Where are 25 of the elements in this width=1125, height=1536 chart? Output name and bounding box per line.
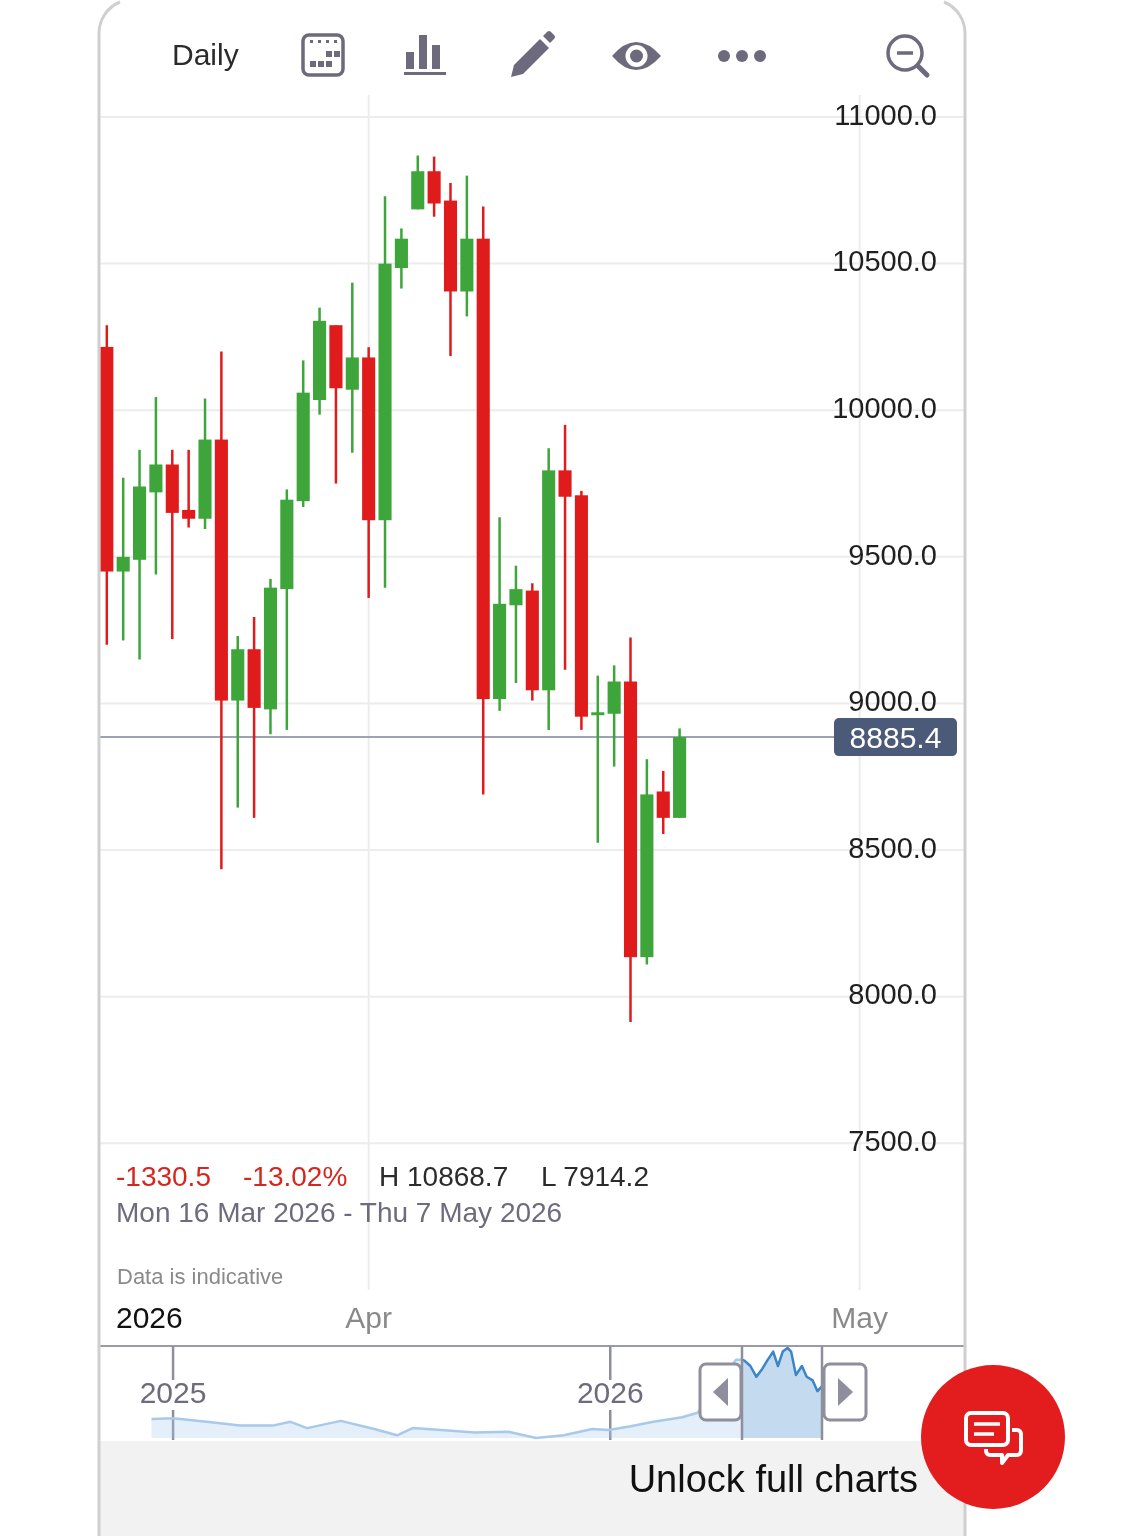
ref-line-label: 8885.4 [849,720,942,754]
y-tick-label: 10500.0 [832,245,937,278]
text: Unlock full charts [628,1458,918,1501]
candlestick [509,564,523,685]
text: Daily [172,37,239,71]
y-tick-label: 8500.0 [848,831,937,864]
x-tick-label: May [831,1300,888,1334]
annotation: Mon 16 Mar 2026 - Thu 7 May 2026 [116,1197,563,1229]
y-tick-label: 10000.0 [832,391,937,424]
annotation: Data is indicative [117,1263,284,1289]
annotation: H 10868.7 [379,1161,509,1193]
candlestick [591,674,605,845]
y-tick-label: 9000.0 [848,685,937,718]
annotation: -1330.5 [116,1161,211,1193]
y-tick-label: 11000.0 [834,98,937,131]
annotation: L 7914.2 [541,1161,649,1193]
y-tick-label: 7500.0 [848,1125,937,1158]
annotation: -13.02% [243,1161,348,1193]
y-tick-label: 9500.0 [848,538,937,571]
candlestick [558,423,572,672]
x-tick-label: 2025 [139,1375,207,1409]
x-tick-label: Apr [345,1300,393,1334]
candlestick [116,476,130,642]
y-tick-label: 8000.0 [848,978,937,1011]
candlestick [182,448,196,529]
